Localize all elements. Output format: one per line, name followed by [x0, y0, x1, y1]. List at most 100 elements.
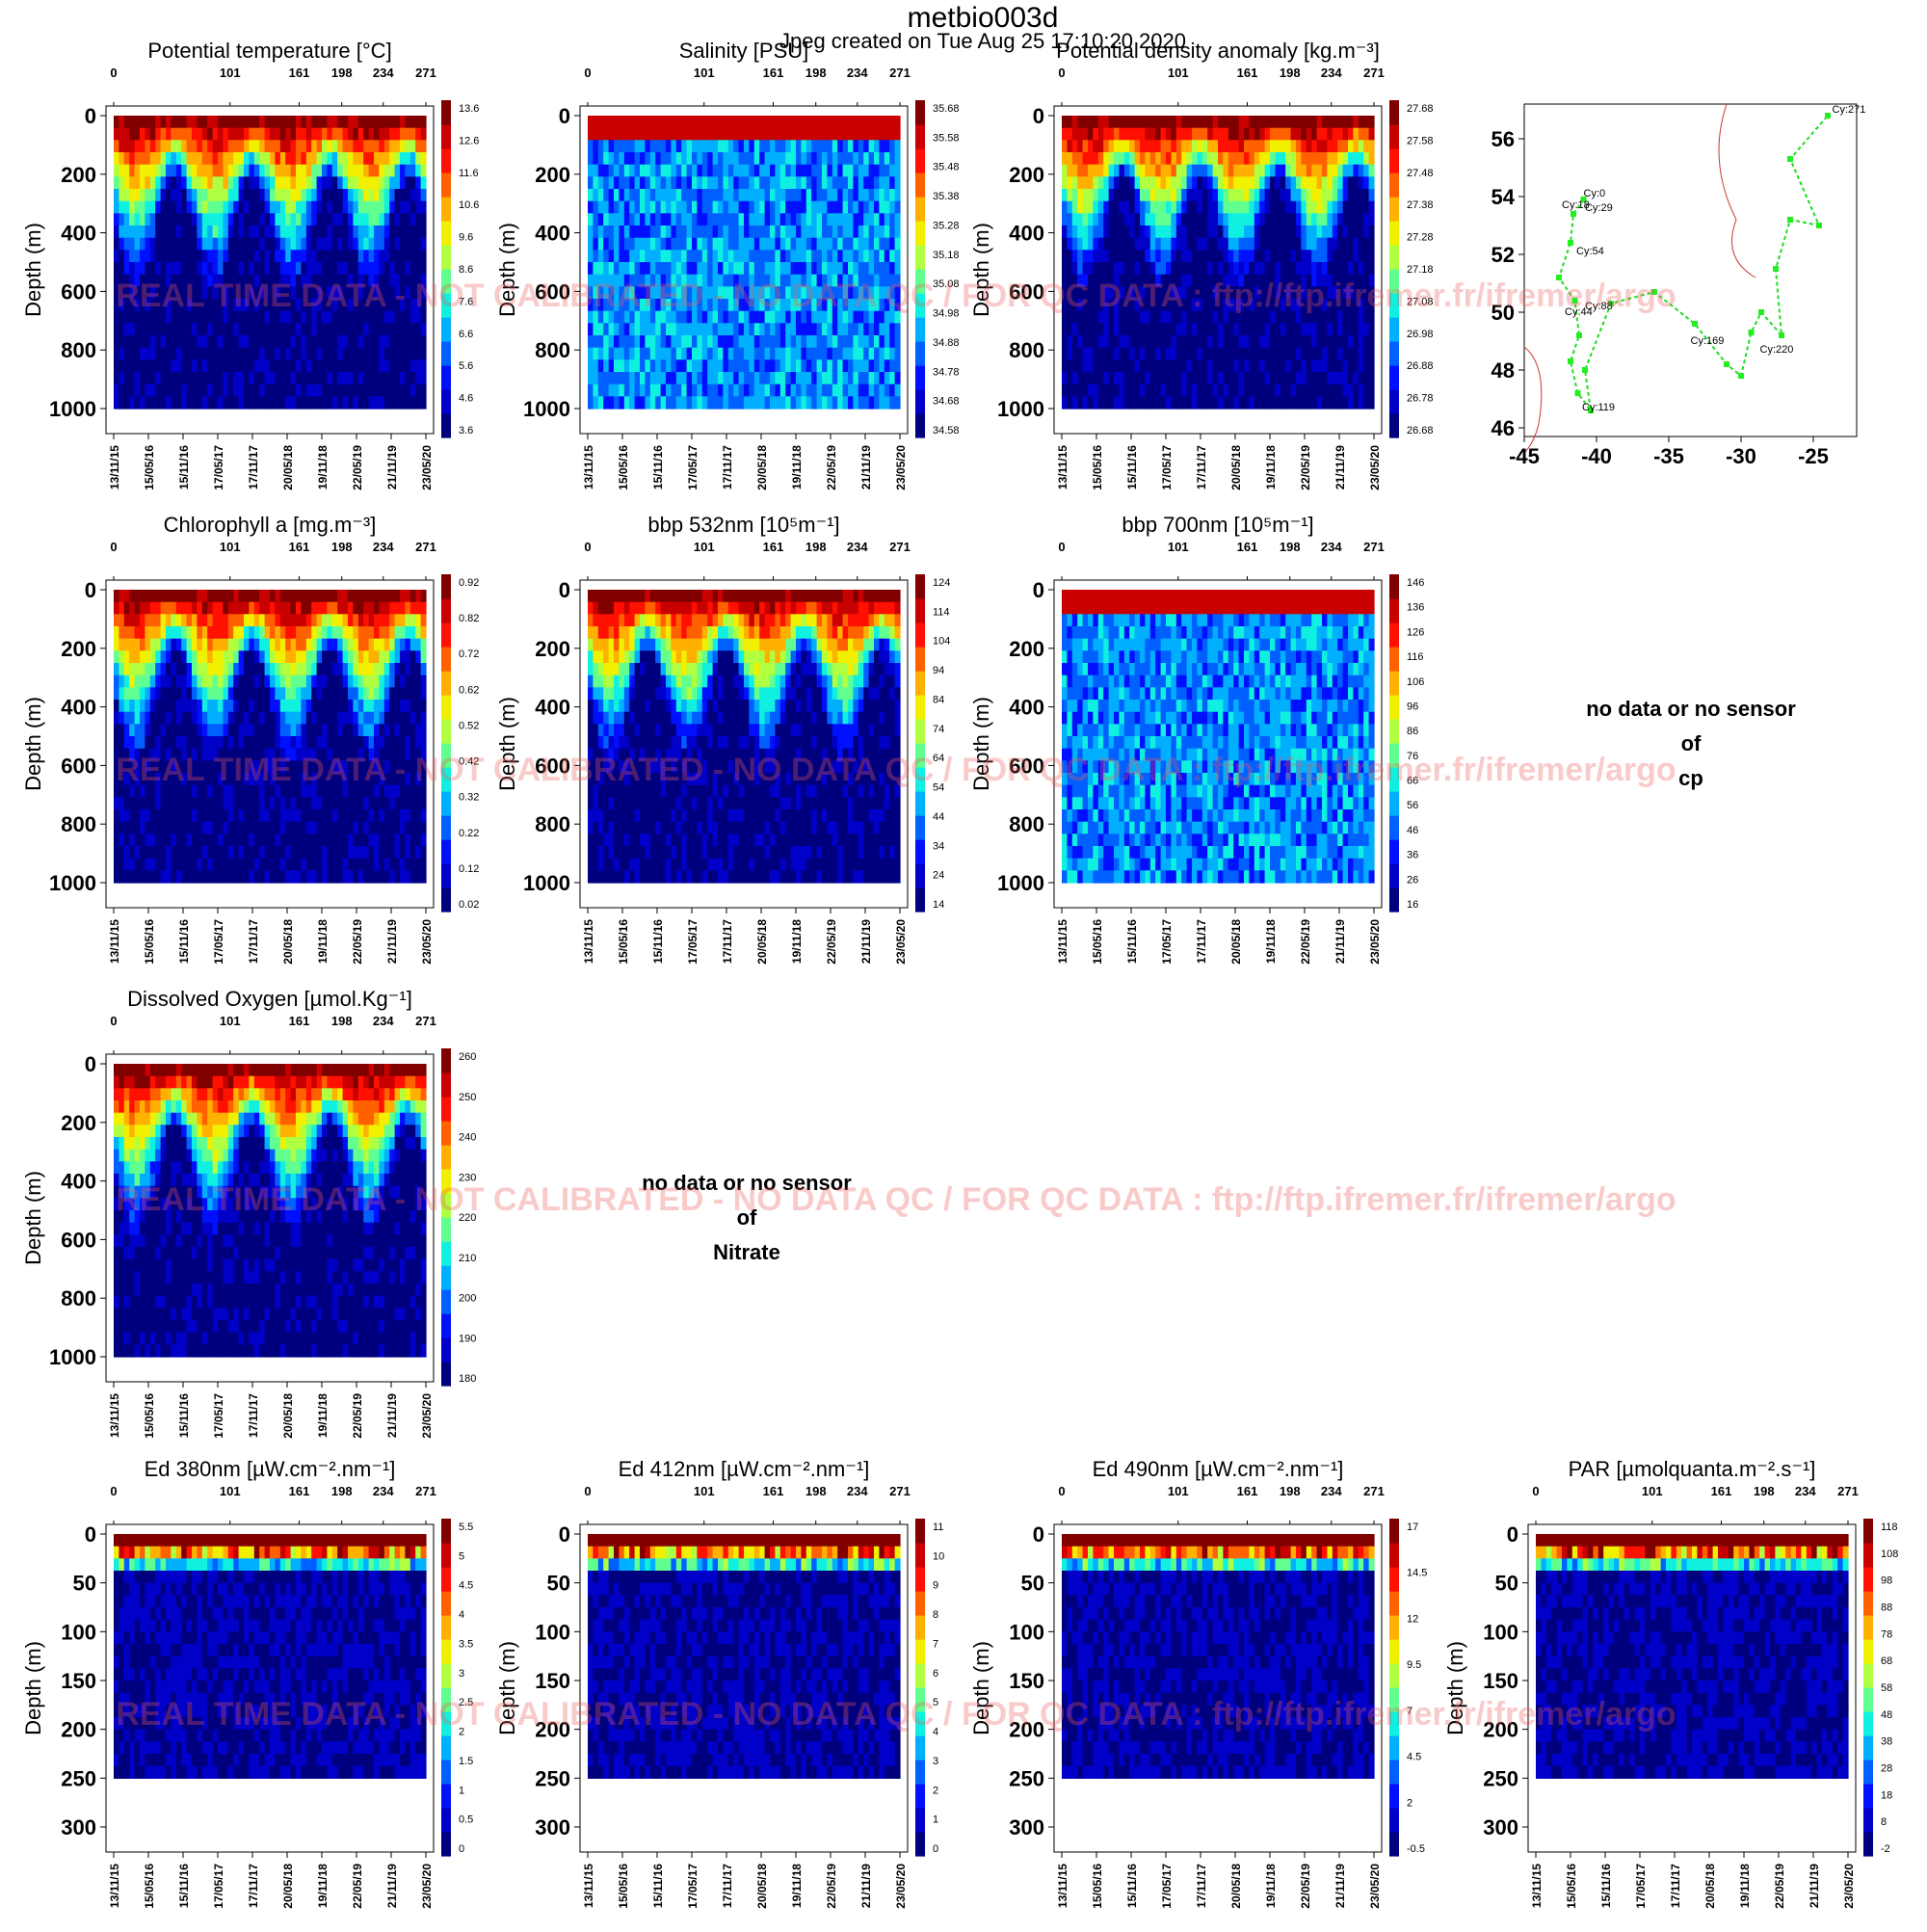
heat-cell — [358, 152, 364, 165]
heat-cell — [317, 225, 323, 238]
heat-cell — [1171, 348, 1176, 360]
heat-cell — [863, 213, 869, 225]
heat-cell — [1353, 275, 1359, 287]
heat-cell — [848, 359, 854, 372]
heat-cell — [150, 384, 156, 397]
heat-cell — [1285, 359, 1291, 372]
heat-cell — [223, 128, 228, 141]
heat-cell — [889, 299, 895, 311]
heat-cell — [296, 262, 302, 275]
heat-cell — [671, 165, 676, 177]
heat-cell — [1192, 152, 1198, 165]
heat-cell — [296, 116, 302, 128]
heat-cell — [697, 250, 702, 262]
heat-cell — [197, 152, 202, 165]
heat-cell — [374, 384, 380, 397]
heat-cell — [114, 299, 119, 311]
heat-cell — [827, 152, 832, 165]
heat-cell — [1187, 323, 1193, 335]
date-tick-label: 17/11/17 — [247, 445, 260, 490]
heat-cell — [681, 359, 687, 372]
heat-cell — [285, 165, 291, 177]
heat-cell — [369, 225, 375, 238]
heat-cell — [1363, 359, 1369, 372]
heat-cell — [728, 372, 734, 384]
heat-cell — [1233, 250, 1239, 262]
heat-cell — [239, 311, 245, 324]
heat-cell — [1166, 165, 1172, 177]
colorbar-segment — [915, 245, 925, 270]
heat-cell — [629, 116, 635, 128]
heat-cell — [155, 749, 161, 761]
heat-cell — [327, 201, 332, 214]
heat-cell — [140, 213, 145, 225]
heat-cell — [301, 335, 306, 348]
heat-cell — [1103, 348, 1109, 360]
heat-cell — [588, 335, 594, 348]
heat-cell — [161, 797, 167, 809]
heat-cell — [395, 323, 401, 335]
heat-cell — [770, 323, 776, 335]
heat-cell — [1270, 384, 1276, 397]
heat-cell — [853, 286, 858, 299]
heat-cell — [1249, 213, 1254, 225]
heat-cell — [337, 213, 343, 225]
heat-cell — [1093, 384, 1098, 397]
heat-cell — [384, 116, 390, 128]
heat-cell — [395, 299, 401, 311]
heat-cell — [202, 335, 208, 348]
heat-cell — [723, 396, 728, 409]
heat-cell — [254, 201, 260, 214]
heat-cell — [759, 176, 765, 189]
heat-cell — [171, 639, 176, 651]
heat-cell — [817, 311, 823, 324]
heat-cell — [410, 250, 416, 262]
heat-cell — [718, 275, 724, 287]
heat-cell — [129, 870, 135, 883]
heat-cell — [405, 116, 410, 128]
heat-cell — [884, 140, 890, 152]
heat-cell — [1176, 201, 1182, 214]
heat-cell — [124, 785, 130, 798]
heat-cell — [1202, 396, 1208, 409]
heat-cell — [327, 359, 332, 372]
heat-cell — [1353, 116, 1359, 128]
heat-cell — [1363, 311, 1369, 324]
heat-cell — [1363, 225, 1369, 238]
heat-cell — [280, 323, 286, 335]
heat-cell — [135, 687, 141, 700]
heat-cell — [1369, 396, 1375, 409]
heat-cell — [155, 323, 161, 335]
heat-cell — [114, 650, 119, 663]
heat-cell — [765, 225, 771, 238]
heat-cell — [863, 116, 869, 128]
heat-cell — [410, 225, 416, 238]
heat-cell — [1166, 286, 1172, 299]
heat-cell — [1119, 311, 1124, 324]
heat-cell — [374, 396, 380, 409]
heat-cell — [1129, 165, 1135, 177]
heat-cell — [410, 359, 416, 372]
heat-cell — [629, 286, 635, 299]
heat-cell — [1244, 335, 1250, 348]
heat-cell — [155, 773, 161, 785]
heat-cell — [1359, 275, 1364, 287]
heat-cell — [1166, 152, 1172, 165]
heat-cell — [400, 335, 406, 348]
heat-cell — [1239, 128, 1245, 141]
heat-cell — [389, 335, 395, 348]
heat-cell — [171, 736, 176, 749]
heat-cell — [218, 275, 224, 287]
heat-cell — [1223, 152, 1228, 165]
heat-cell — [1103, 335, 1109, 348]
heat-cell — [1239, 372, 1245, 384]
heat-cell — [1233, 372, 1239, 384]
heat-cell — [176, 262, 182, 275]
heat-cell — [119, 189, 124, 201]
heat-cell — [161, 822, 167, 834]
heat-cell — [702, 335, 708, 348]
heat-cell — [322, 384, 328, 397]
heat-cell — [135, 834, 141, 846]
heat-cell — [1343, 152, 1349, 165]
heat-cell — [1166, 201, 1172, 214]
